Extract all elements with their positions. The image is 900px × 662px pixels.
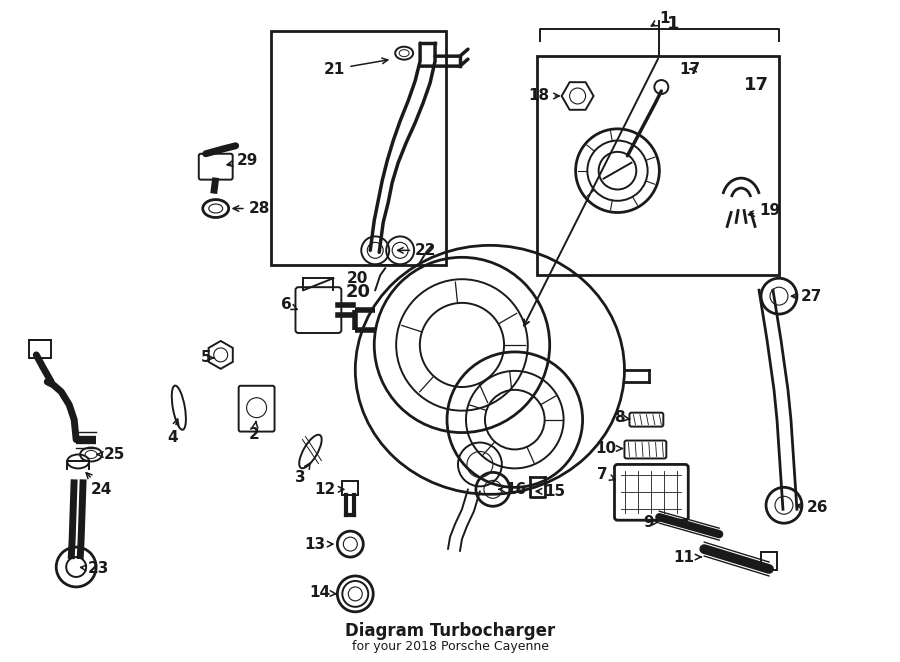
Text: 19: 19 xyxy=(749,203,780,218)
Text: 4: 4 xyxy=(166,419,179,445)
Text: 11: 11 xyxy=(673,549,701,565)
Text: 27: 27 xyxy=(791,289,823,304)
Text: 10: 10 xyxy=(596,441,623,456)
Text: 21: 21 xyxy=(324,58,388,77)
Text: 22: 22 xyxy=(398,243,436,258)
Text: 20: 20 xyxy=(346,271,368,286)
Text: 28: 28 xyxy=(233,201,270,216)
Text: 17: 17 xyxy=(680,62,700,77)
Text: 12: 12 xyxy=(314,482,344,497)
Text: 3: 3 xyxy=(295,463,310,485)
Text: 25: 25 xyxy=(97,447,125,462)
Text: 20: 20 xyxy=(346,283,371,301)
Text: 23: 23 xyxy=(81,561,110,577)
Text: 17: 17 xyxy=(744,76,769,94)
Text: 1: 1 xyxy=(667,15,680,33)
Bar xyxy=(761,552,777,570)
Text: for your 2018 Porsche Cayenne: for your 2018 Porsche Cayenne xyxy=(352,640,548,653)
Text: 1: 1 xyxy=(652,11,670,26)
Text: 15: 15 xyxy=(536,484,566,499)
Text: 14: 14 xyxy=(310,585,337,600)
Text: Diagram Turbocharger: Diagram Turbocharger xyxy=(345,622,555,639)
Bar xyxy=(30,340,51,358)
Text: 2: 2 xyxy=(248,421,259,442)
Text: 13: 13 xyxy=(304,537,333,551)
Text: 29: 29 xyxy=(227,153,258,168)
Text: 26: 26 xyxy=(796,500,828,515)
Text: 8: 8 xyxy=(614,410,630,425)
Text: 5: 5 xyxy=(201,350,214,365)
Bar xyxy=(536,56,779,275)
Text: 7: 7 xyxy=(597,467,616,482)
Text: 16: 16 xyxy=(499,482,526,497)
Text: 9: 9 xyxy=(644,514,658,530)
Bar xyxy=(271,31,446,265)
Text: 6: 6 xyxy=(281,297,297,312)
Text: 18: 18 xyxy=(528,89,559,103)
Text: 24: 24 xyxy=(86,473,112,497)
Bar xyxy=(342,481,358,495)
